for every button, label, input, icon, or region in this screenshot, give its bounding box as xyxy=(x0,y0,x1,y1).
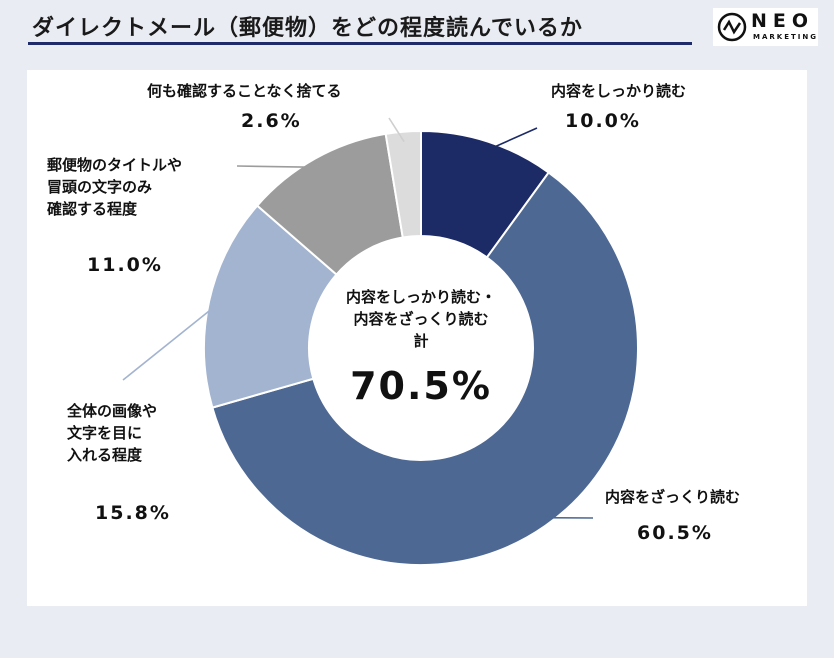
logo-name: NEO xyxy=(751,10,815,32)
slice-label-title-only: 郵便物のタイトルや 冒頭の文字のみ 確認する程度 xyxy=(47,156,183,218)
leader-line xyxy=(388,117,405,143)
slice-value-thorough: 10.0% xyxy=(565,110,641,132)
chart-panel: 内容をしっかり読む 10.0% 内容をざっくり読む 60.5% 全体の画像や 文… xyxy=(27,70,807,606)
donut-center-label: 内容をしっかり読む・ 内容をざっくり読む 計 xyxy=(345,288,496,350)
title-underline xyxy=(28,42,692,45)
logo-subtitle: MARKETING xyxy=(753,33,818,41)
leader-line xyxy=(236,165,321,169)
slice-value-title-only: 11.0% xyxy=(87,254,163,276)
slice-value-discard: 2.6% xyxy=(241,110,302,132)
donut-chart xyxy=(122,117,639,566)
leader-line xyxy=(484,127,538,152)
donut-slice-glance xyxy=(203,204,338,409)
slice-label-thorough: 内容をしっかり読む xyxy=(551,82,687,100)
slice-value-glance: 15.8% xyxy=(95,502,171,524)
donut-center-value: 70.5% xyxy=(350,364,492,408)
neo-marketing-logo: NEO MARKETING xyxy=(713,8,818,46)
donut-slice-skim xyxy=(211,171,639,566)
slice-label-skim: 内容をざっくり読む xyxy=(605,488,741,506)
slice-value-skim: 60.5% xyxy=(637,522,713,544)
page-title: ダイレクトメール（郵便物）をどの程度読んでいるか xyxy=(32,16,583,41)
leader-line xyxy=(122,302,220,381)
slice-label-glance: 全体の画像や 文字を目に 入れる程度 xyxy=(67,402,158,464)
logo-mark-icon xyxy=(717,12,747,42)
slice-label-discard: 何も確認することなく捨てる xyxy=(147,82,342,100)
